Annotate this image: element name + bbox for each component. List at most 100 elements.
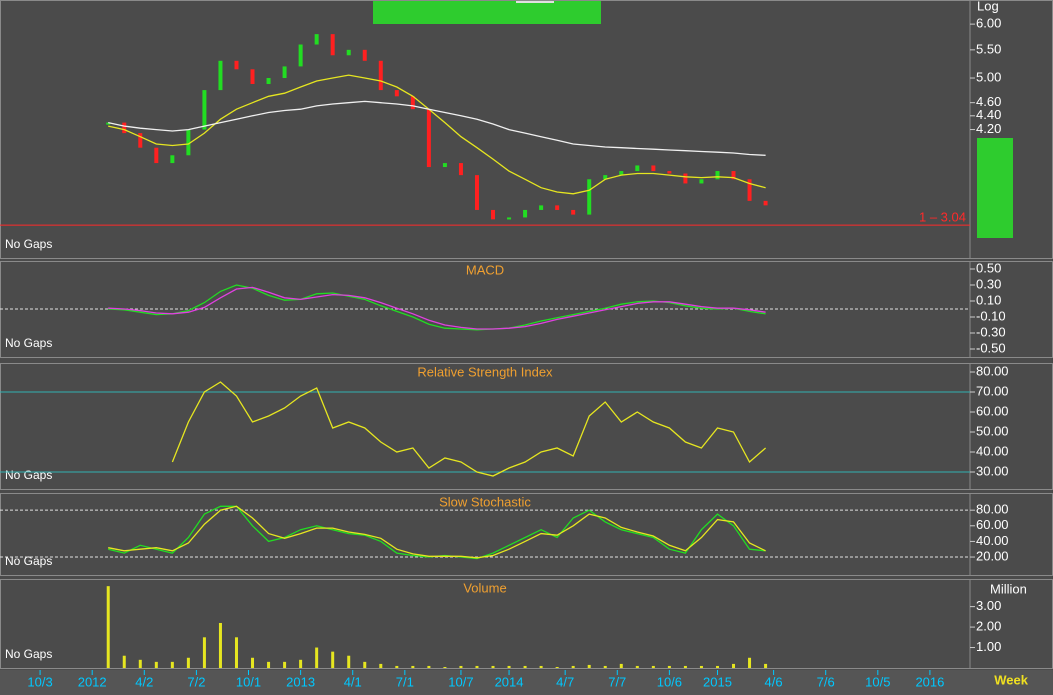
y-tick-label: 5.50 (976, 41, 1001, 56)
status-label: No Gaps (5, 647, 52, 661)
series-line (108, 286, 766, 330)
candle (298, 44, 303, 67)
candle (587, 179, 592, 215)
volume-bar (619, 663, 623, 668)
y-tick-label: 50.00 (976, 423, 1009, 438)
candle (154, 147, 159, 164)
candle (138, 133, 143, 148)
scale-label: Log (977, 0, 999, 13)
volume-bar (122, 655, 126, 668)
y-tick-label: 80.00 (976, 363, 1009, 378)
y-tick-label: 60.00 (976, 517, 1009, 532)
candle (619, 171, 624, 176)
x-tick-label: 4/7 (556, 674, 574, 689)
volume-bar (715, 665, 719, 668)
volume-bar (234, 637, 238, 668)
candle (571, 209, 576, 215)
candle (442, 163, 447, 168)
y-tick-label: 20.00 (976, 548, 1009, 563)
candle (458, 163, 463, 176)
candle (410, 96, 415, 110)
volume-bar (443, 666, 447, 668)
y-tick-label: -0.30 (976, 324, 1006, 339)
volume-bar (170, 661, 174, 668)
candle (426, 109, 431, 168)
status-label: No Gaps (5, 336, 52, 350)
candle (507, 217, 512, 220)
volume-bar (186, 657, 190, 668)
volume-bar (667, 665, 671, 668)
volume-bar (299, 659, 303, 668)
x-tick-label: 10/3 (27, 674, 52, 689)
y-tick-label: 6.00 (976, 16, 1001, 31)
x-tick-label: 7/6 (817, 674, 835, 689)
volume-bar (539, 665, 543, 668)
volume-bar (283, 661, 287, 668)
x-tick-label: 10/1 (236, 674, 261, 689)
candle (186, 129, 191, 156)
volume-bar (651, 665, 655, 668)
volume-bar (523, 665, 527, 668)
y-tick-label: 80.00 (976, 502, 1009, 517)
volume-bar (331, 651, 335, 668)
volume-bar (379, 663, 383, 668)
candle (282, 66, 287, 79)
volume-bar (363, 661, 367, 668)
candle (362, 49, 367, 61)
volume-bar (106, 586, 110, 668)
candle (603, 175, 608, 180)
candle (491, 209, 496, 220)
volume-bar (764, 663, 768, 668)
candle (122, 122, 127, 134)
status-label: No Gaps (5, 468, 52, 482)
volume-bar (154, 661, 158, 668)
x-tick-label: 10/6 (657, 674, 682, 689)
panel-title: Relative Strength Index (417, 364, 553, 379)
candle (234, 60, 239, 70)
volume-bar (395, 665, 399, 668)
candle (218, 60, 223, 91)
reference-label: 1 – 3.04 (919, 210, 966, 225)
x-tick-label: 10/5 (865, 674, 890, 689)
y-tick-label: 40.00 (976, 533, 1009, 548)
price-range-bar (977, 138, 1013, 238)
y-tick-label: 4.60 (976, 94, 1001, 109)
x-tick-label: 2014 (495, 674, 524, 689)
candle (378, 60, 383, 91)
candle (266, 78, 271, 84)
candle (699, 179, 704, 184)
volume-bar (571, 665, 575, 668)
candle (170, 155, 175, 164)
y-tick-label: 0.50 (976, 260, 1001, 275)
volume-bar (218, 622, 222, 668)
y-tick-label: 30.00 (976, 463, 1009, 478)
candle (523, 209, 528, 218)
x-tick-label: 4/2 (135, 674, 153, 689)
candle (106, 122, 111, 125)
x-tick-label: 2012 (78, 674, 107, 689)
y-tick-label: 3.00 (976, 598, 1001, 613)
candle (314, 34, 319, 45)
x-unit-label: Week (994, 672, 1028, 687)
volume-bar (411, 665, 415, 668)
y-tick-label: 1.00 (976, 639, 1001, 654)
volume-bar (267, 661, 271, 668)
y-tick-label: 2.00 (976, 619, 1001, 634)
y-tick-label: -0.10 (976, 308, 1006, 323)
status-label: No Gaps (5, 554, 52, 568)
y-tick-label: -0.50 (976, 340, 1006, 355)
y-tick-label: 40.00 (976, 443, 1009, 458)
candle (635, 165, 640, 172)
candle (250, 69, 255, 84)
range-handle (516, 0, 554, 3)
x-tick-label: 10/7 (448, 674, 473, 689)
series-line (108, 100, 766, 156)
candle (330, 34, 335, 56)
candle (683, 173, 688, 184)
candle (346, 49, 351, 56)
volume-bar (683, 665, 687, 668)
volume-bar (507, 665, 511, 668)
volume-bar (315, 647, 319, 668)
